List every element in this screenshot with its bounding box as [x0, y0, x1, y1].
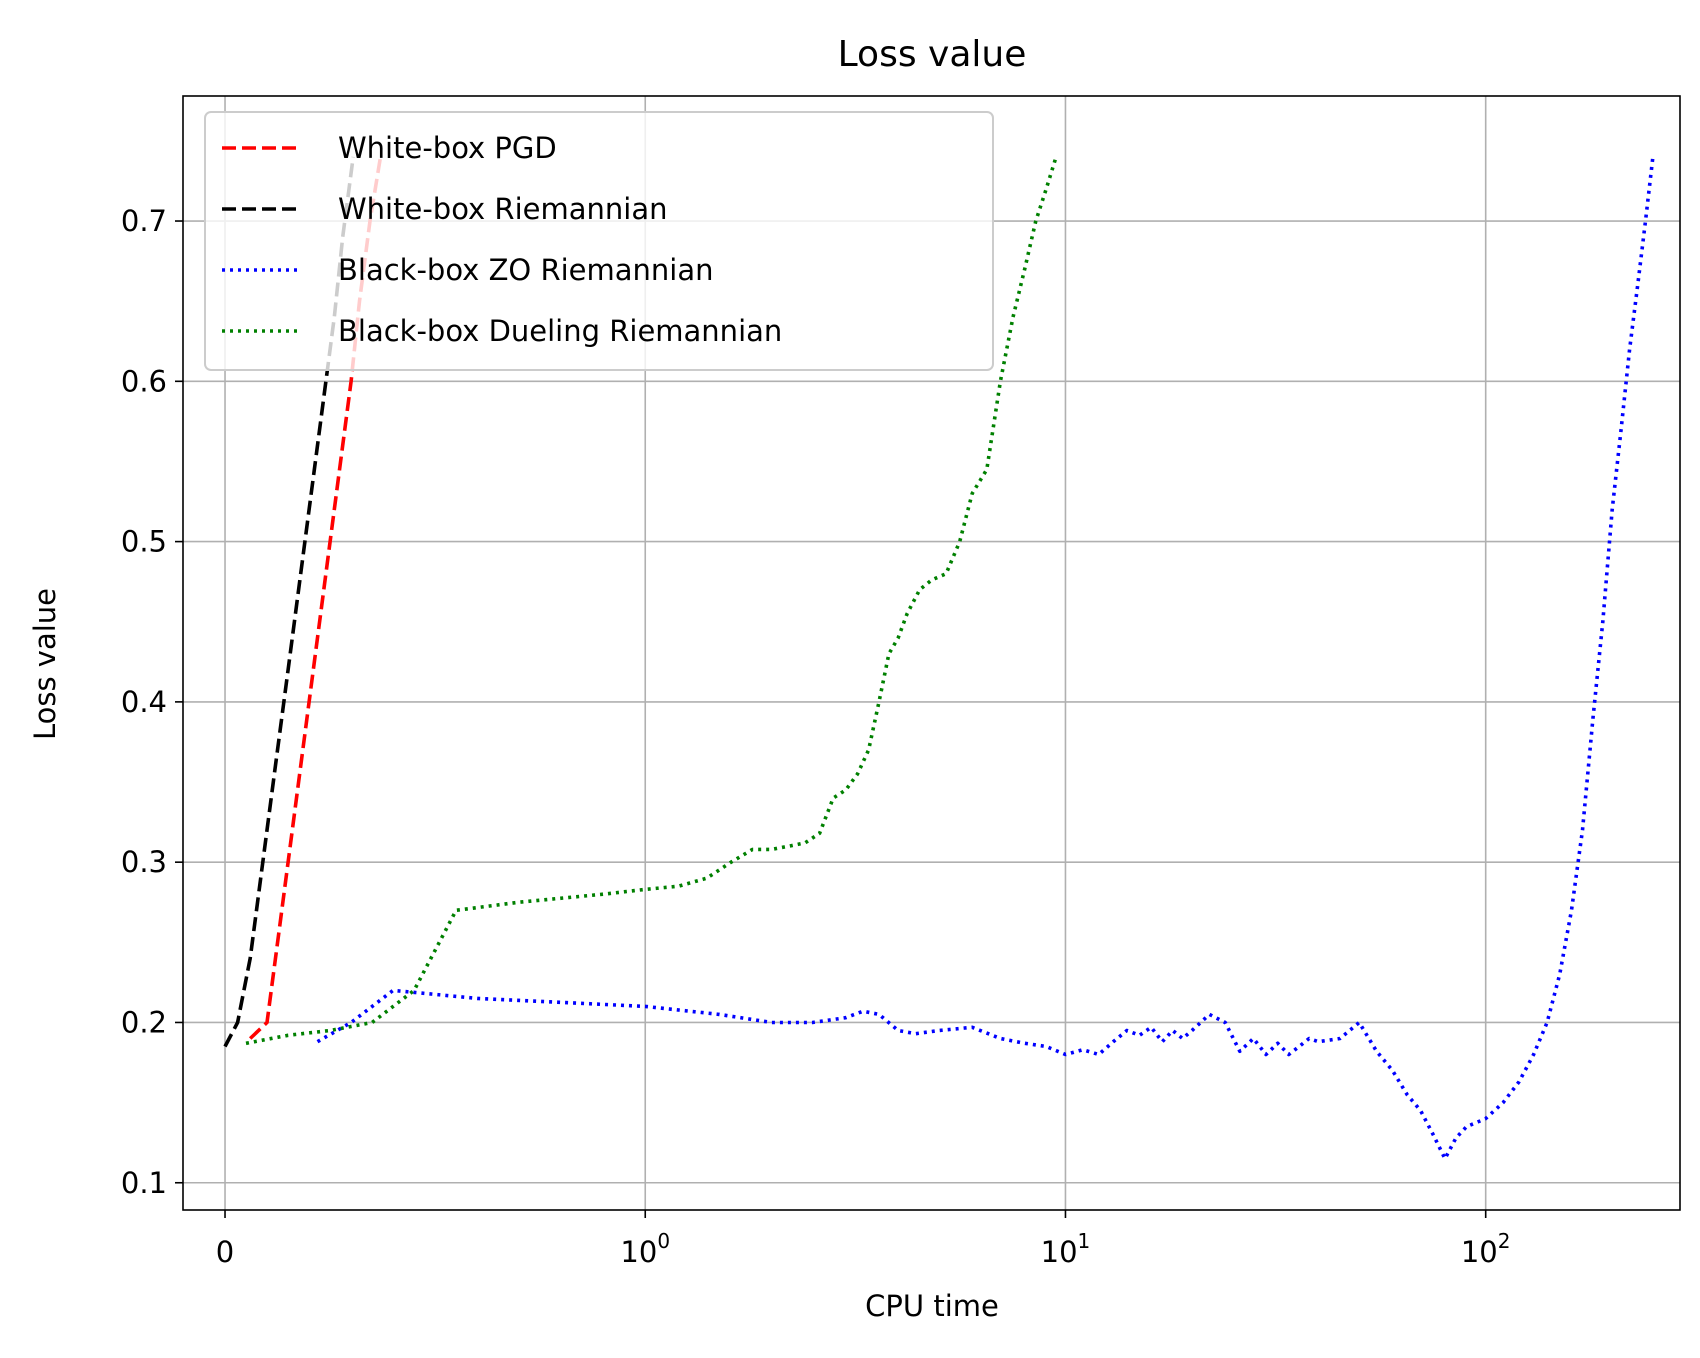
x-tick-label-1: 100 [620, 1229, 670, 1269]
legend: White-box PGD White-box Riemannian Black-b… [204, 111, 994, 371]
x-tick-label-100: 102 [1461, 1229, 1511, 1269]
legend-label-1: White-box PGD [338, 131, 557, 165]
legend-frame [204, 111, 994, 371]
legend-label-2: White-box Riemannian [338, 192, 667, 226]
plot-frame [182, 95, 1681, 1211]
y-axis-label: Loss value [28, 588, 62, 740]
y-tick-label-0-4: 0.4 [121, 685, 167, 719]
x-tick-label-10: 101 [1041, 1229, 1091, 1269]
chart-title: Loss value [838, 34, 1027, 75]
y-tick-label-0-3: 0.3 [121, 845, 167, 879]
x-axis-label: CPU time [865, 1289, 999, 1323]
y-tick-label-0-1: 0.1 [121, 1166, 167, 1200]
y-tick-label-0-6: 0.6 [121, 364, 167, 398]
y-tick-label-0-7: 0.7 [121, 204, 167, 238]
y-tick-label-0-5: 0.5 [121, 525, 167, 559]
axes: 0 100 101 102 0.1 0.2 0.3 0.4 0.5 0.6 0.7 [121, 95, 1681, 1269]
y-tick-label-0-2: 0.2 [121, 1005, 167, 1039]
legend-label-3: Black-box ZO Riemannian [338, 253, 714, 287]
x-tick-label-0: 0 [216, 1235, 234, 1269]
legend-label-4: Black-box Dueling Riemannian [338, 314, 782, 348]
